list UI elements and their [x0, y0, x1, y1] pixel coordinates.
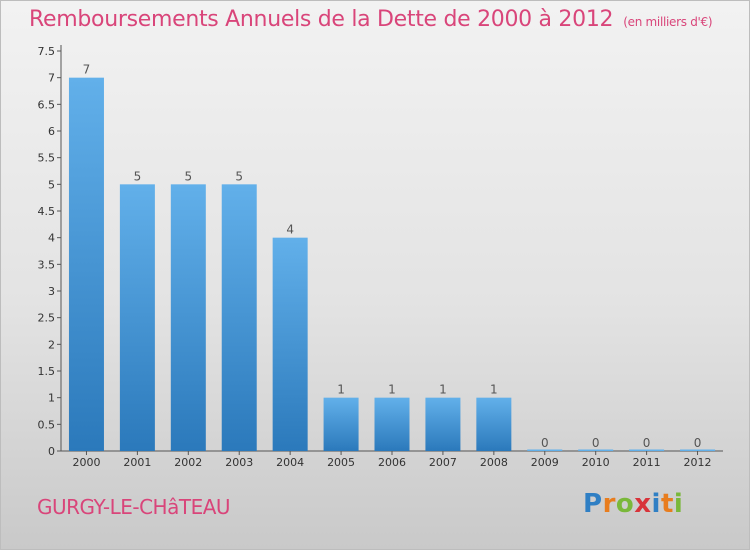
bar: [323, 397, 359, 451]
y-tick-label: 6.5: [38, 98, 56, 111]
value-label: 1: [490, 383, 498, 397]
x-tick-label: 2005: [327, 456, 355, 469]
y-tick-label: 4.5: [38, 205, 56, 218]
value-label: 5: [184, 169, 192, 183]
value-label: 1: [388, 383, 396, 397]
bar: [68, 77, 104, 452]
x-tick-label: 2011: [633, 456, 661, 469]
value-label: 0: [643, 436, 651, 450]
value-label: 5: [134, 169, 142, 183]
x-tick-label: 2008: [480, 456, 508, 469]
x-tick-label: 2003: [225, 456, 253, 469]
value-label: 1: [439, 383, 447, 397]
logo-letter: r: [602, 489, 616, 519]
y-tick-label: 2.5: [38, 312, 56, 325]
bar: [425, 397, 461, 451]
logo-letter: i: [651, 489, 661, 519]
bar: [170, 184, 206, 452]
y-tick-label: 4: [48, 232, 55, 245]
labels-group: 2000 7 2001 5 2002 5 2003 5 2004 4 2005 1 2006 1 2007 1…: [72, 63, 711, 469]
x-tick-label: 2007: [429, 456, 457, 469]
bar: [272, 237, 308, 451]
bar: [680, 449, 716, 451]
logo-letter: x: [634, 489, 652, 519]
bar: [119, 184, 155, 452]
chart-title: Remboursements Annuels de la Dette de 20…: [29, 7, 713, 32]
logo-letter: t: [660, 489, 674, 519]
value-label: 0: [541, 436, 549, 450]
bar: [476, 397, 512, 451]
logo-letter: o: [615, 489, 635, 519]
y-tick-label: 5: [48, 178, 55, 191]
x-tick-label: 2004: [276, 456, 304, 469]
y-tick-label: 5.5: [38, 152, 56, 165]
value-label: 5: [235, 169, 243, 183]
logo-letter: P: [583, 489, 603, 519]
x-tick-label: 2006: [378, 456, 406, 469]
y-tick-label: 1.5: [38, 365, 56, 378]
bar: [527, 449, 563, 451]
x-tick-label: 2001: [123, 456, 151, 469]
value-label: 1: [337, 383, 345, 397]
value-label: 0: [694, 436, 702, 450]
bar: [629, 449, 665, 451]
x-tick-label: 2002: [174, 456, 202, 469]
value-label: 4: [286, 223, 294, 237]
y-tick-label: 7.5: [38, 45, 56, 58]
title-text: Remboursements Annuels de la Dette de 20…: [29, 7, 614, 32]
bar: [374, 397, 410, 451]
y-tick-label: 1: [48, 392, 55, 405]
bar: [221, 184, 257, 452]
value-label: 7: [83, 63, 91, 77]
y-tick-label: 6: [48, 125, 55, 138]
y-tick-label: 3.5: [38, 258, 56, 271]
y-tick-label: 3: [48, 285, 55, 298]
x-tick-label: 2009: [531, 456, 559, 469]
proxiti-logo: Proxiti: [583, 489, 683, 519]
axes-group: 0 0.5 1 1.5 2 2.5 3 3.5 4 4.5 5 5.5 6 6.5 7 7.5: [38, 45, 723, 458]
y-tick-label: 0.5: [38, 418, 56, 431]
bar: [578, 449, 614, 451]
y-tick-label: 2: [48, 338, 55, 351]
commune-name: GURGY-LE-CHâTEAU: [37, 495, 231, 519]
y-tick-label: 7: [48, 72, 55, 85]
value-label: 0: [592, 436, 600, 450]
bars-group: [68, 77, 716, 452]
logo-letter: i: [673, 489, 684, 519]
x-tick-label: 2000: [72, 456, 100, 469]
x-tick-label: 2012: [684, 456, 712, 469]
x-tick-label: 2010: [582, 456, 610, 469]
y-tick-label: 0: [48, 445, 55, 458]
unit-label: (en milliers d'€): [623, 15, 713, 29]
